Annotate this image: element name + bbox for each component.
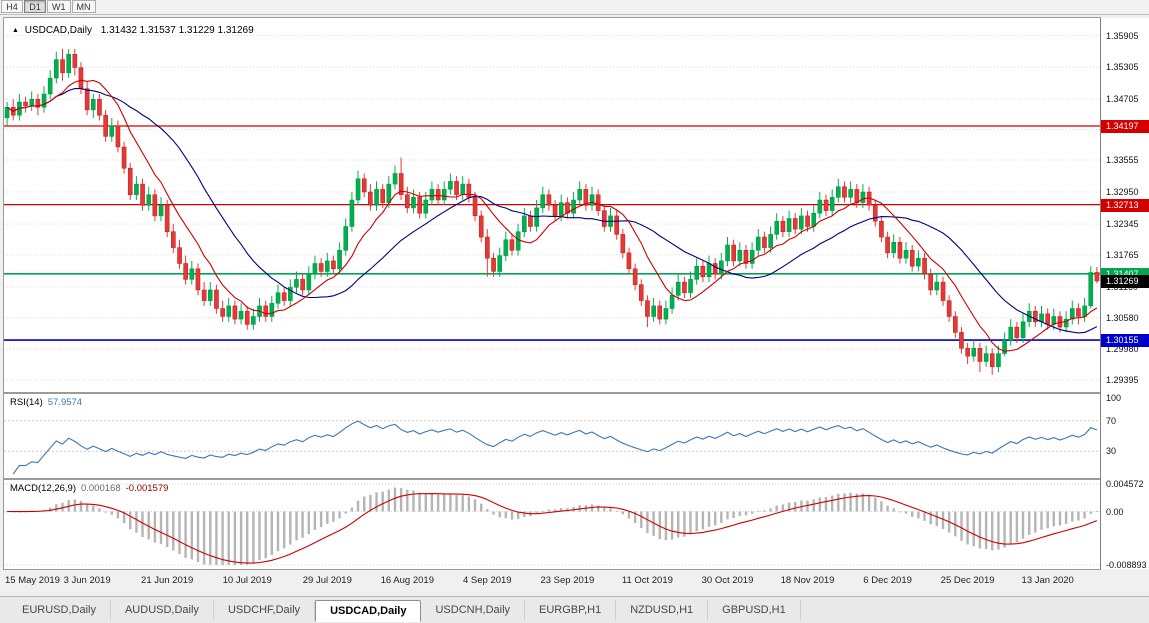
date-label: 21 Jun 2019	[141, 575, 194, 586]
macd-axis-label: -0.008893	[1106, 560, 1147, 570]
rsi-axis-label: 30	[1106, 446, 1117, 457]
rsi-chart[interactable]	[4, 394, 1100, 478]
macd-name: MACD(12,26,9)	[10, 483, 76, 494]
timeframe-button-mn[interactable]: MN	[71, 0, 96, 13]
macd-axis-label: 0.004572	[1106, 479, 1144, 489]
rsi-current-value: 57.9574	[47, 397, 83, 408]
date-label: 6 Dec 2019	[863, 575, 912, 586]
date-label: 23 Sep 2019	[540, 575, 595, 586]
date-label: 29 Jul 2019	[302, 575, 352, 586]
timeframe-button-d1[interactable]: D1	[24, 0, 46, 13]
chart-tab-usdcad-daily[interactable]: USDCAD,Daily	[315, 600, 422, 622]
candlestick-chart[interactable]	[4, 18, 1100, 392]
timeframe-button-h4[interactable]: H4	[1, 0, 23, 13]
price-axis-label: 1.29980	[1106, 344, 1139, 355]
price-axis-label: 1.31765	[1106, 249, 1139, 260]
date-label: 3 Jun 2019	[63, 575, 111, 586]
price-axis-label: 1.35305	[1106, 62, 1139, 73]
date-label: 10 Jul 2019	[222, 575, 272, 586]
price-axis-label: 1.30580	[1106, 312, 1139, 323]
price-line-tag: 1.32713	[1101, 198, 1149, 212]
date-label: 16 Aug 2019	[380, 575, 434, 586]
main-chart-panel[interactable]: ▲ USDCAD,Daily 1.31432 1.31537 1.31229 1…	[3, 17, 1101, 393]
macd-signal-value: -0.001579	[125, 483, 169, 494]
macd-panel[interactable]: MACD(12,26,9) 0.000168 -0.001579	[3, 479, 1101, 570]
chart-tab-audusd-daily[interactable]: AUDUSD,Daily	[111, 600, 214, 620]
current-price-tag: 1.31269	[1101, 275, 1149, 289]
chart-tab-gbpusd-h1[interactable]: GBPUSD,H1	[708, 600, 801, 620]
price-axis-label: 1.32950	[1106, 187, 1139, 197]
rsi-title: RSI(14) 57.9574	[10, 397, 82, 408]
macd-axis-label: 0.00	[1106, 506, 1124, 517]
chart-tabbar: EURUSD,Daily AUDUSD,Daily USDCHF,Daily USDC…	[0, 596, 1149, 623]
date-label: 18 Nov 2019	[780, 575, 835, 586]
price-axis-label: 1.34705	[1106, 94, 1139, 105]
chart-tab-eurgbp-h1[interactable]: EURGBP,H1	[525, 600, 617, 620]
rsi-panel[interactable]: RSI(14) 57.9574	[3, 393, 1101, 479]
date-label: 15 May 2019	[5, 575, 60, 586]
price-axis-label: 1.29395	[1106, 375, 1139, 386]
macd-chart[interactable]	[4, 480, 1100, 569]
chart-tab-eurusd-daily[interactable]: EURUSD,Daily	[8, 600, 111, 620]
date-label: 25 Dec 2019	[940, 575, 995, 586]
date-label: 11 Oct 2019	[621, 575, 673, 586]
timeframe-toolbar: H4 D1 W1 MN	[0, 0, 1149, 15]
time-axis[interactable]: 15 May 2019 3 Jun 2019 21 Jun 2019 10 Jul 2…	[4, 571, 1100, 591]
chart-marker-icon: ▲	[12, 27, 19, 34]
chart-tab-usdchf-daily[interactable]: USDCHF,Daily	[214, 600, 316, 620]
rsi-name: RSI(14)	[10, 397, 43, 408]
price-axis-label: 1.32345	[1106, 219, 1139, 230]
chart-ohlc-values: 1.31432 1.31537 1.31229 1.31269	[100, 25, 254, 36]
macd-main-value: 0.000168	[81, 483, 121, 494]
price-axis-label: 1.35905	[1106, 30, 1139, 41]
date-label: 13 Jan 2020	[1021, 575, 1074, 586]
price-axis-label: 1.33555	[1106, 155, 1139, 165]
timeframe-button-w1[interactable]: W1	[47, 0, 71, 13]
chart-tab-usdcnh-daily[interactable]: USDCNH,Daily	[421, 600, 526, 620]
chart-tab-nzdusd-h1[interactable]: NZDUSD,H1	[616, 600, 709, 620]
date-label: 4 Sep 2019	[462, 575, 512, 586]
rsi-axis-label: 70	[1106, 415, 1117, 426]
chart-symbol-title: USDCAD,Daily	[24, 25, 92, 36]
price-axis[interactable]: 1.359051.353051.347051.341301.335551.329…	[1100, 18, 1149, 570]
chart-title: ▲ USDCAD,Daily 1.31432 1.31537 1.31229 1…	[12, 25, 254, 36]
macd-title: MACD(12,26,9) 0.000168 -0.001579	[10, 483, 168, 494]
date-label: 30 Oct 2019	[701, 575, 754, 586]
price-line-tag: 1.34197	[1101, 120, 1149, 133]
price-line-tag: 1.30155	[1101, 334, 1149, 348]
rsi-axis-label: 100	[1106, 393, 1122, 403]
